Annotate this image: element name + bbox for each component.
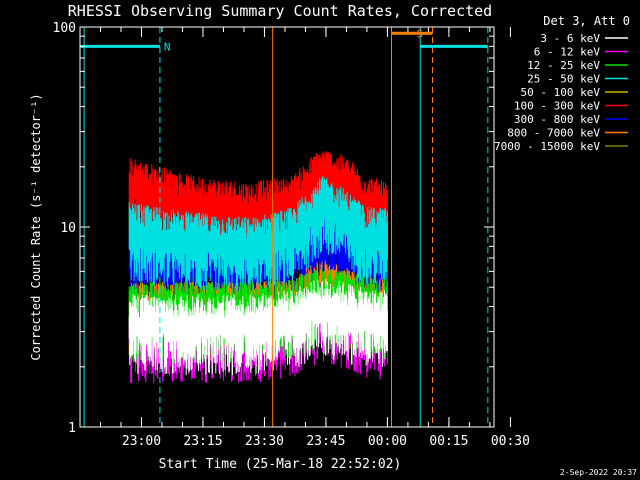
x-tick-label: 00:00 (368, 434, 407, 449)
y-tick-label: 1 (68, 421, 76, 436)
x-tick-label: 23:30 (245, 434, 284, 449)
y-axis-label: Corrected Count Rate (s⁻¹ detector⁻¹) (29, 93, 43, 360)
y-tick-label: 100 (53, 21, 76, 36)
legend-label: 300 - 800 keV (514, 113, 600, 126)
x-tick-label: 23:00 (122, 434, 161, 449)
y-axis: 1 10 100 (53, 21, 494, 436)
generation-timestamp: 2-Sep-2022 20:37 (560, 468, 637, 477)
legend-label: 7000 - 15000 keV (494, 140, 600, 153)
x-tick-label: 00:15 (429, 434, 468, 449)
x-axis-label: Start Time (25-Mar-18 22:52:02) (159, 457, 402, 472)
x-tick-label: 23:15 (183, 434, 222, 449)
x-tick-label: 00:30 (491, 434, 530, 449)
legend-label: 100 - 300 keV (514, 100, 600, 113)
legend-label: 800 - 7000 keV (507, 127, 600, 140)
legend-label: 6 - 12 keV (534, 46, 601, 59)
x-axis: 23:00 23:15 23:30 23:45 00:00 00:15 00:30 (79, 27, 530, 449)
chart-title: RHESSI Observing Summary Count Rates, Co… (68, 2, 492, 20)
legend-title: Det 3, Att 0 (543, 14, 630, 28)
legend-label: 12 - 25 keV (527, 59, 600, 72)
y-tick-label: 10 (60, 221, 76, 236)
x-tick-label: 23:45 (306, 434, 345, 449)
flag-label-n: N (164, 40, 171, 53)
legend-label: 3 - 6 keV (540, 32, 600, 45)
legend-label: 50 - 100 keV (521, 86, 601, 99)
legend-label: 25 - 50 keV (527, 73, 600, 86)
flag-label-s: S (417, 27, 424, 40)
